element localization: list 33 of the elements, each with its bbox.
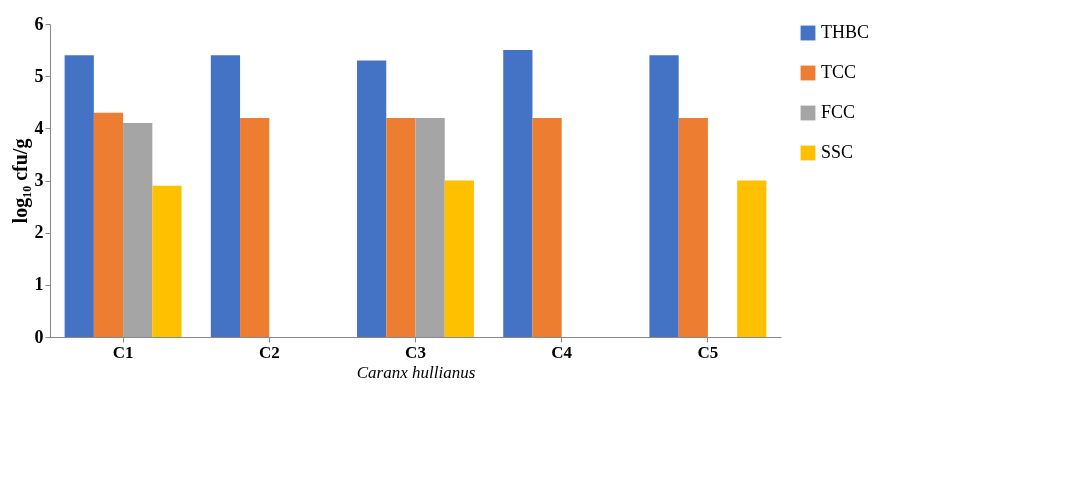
legend-label: FCC [821,102,856,122]
bar [357,60,387,337]
bar [532,117,562,337]
bar [444,180,474,337]
x-axis-title: Caranx hullianus [356,362,476,382]
bar [210,55,241,337]
bar [503,50,533,337]
y-axis-title: log₁₀ cfu/g [8,138,32,224]
bar [386,117,416,337]
bar [737,180,767,337]
y-tick-label: 1 [34,274,44,295]
bar [415,117,445,337]
x-tick-label: C1 [112,342,134,362]
bar [152,185,182,337]
y-tick-label: 3 [34,170,44,190]
legend-label: THBC [821,22,870,42]
y-tick-label: 6 [34,13,44,34]
y-tick-label: 2 [34,222,44,243]
x-tick-label: C4 [551,342,573,362]
y-tick-label: 4 [34,117,44,138]
legend-label: TCC [821,62,857,82]
legend-label: SSC [821,142,854,162]
y-tick-label: 0 [34,326,44,347]
bar [240,117,270,337]
x-tick-label: C3 [405,342,426,362]
x-tick-label: C5 [697,342,719,362]
bar [649,55,679,337]
y-tick-label: 5 [34,65,44,86]
bar [64,55,94,337]
x-tick-label: C2 [258,342,280,362]
bar [123,123,153,337]
bar [678,117,708,337]
bar [93,112,124,337]
